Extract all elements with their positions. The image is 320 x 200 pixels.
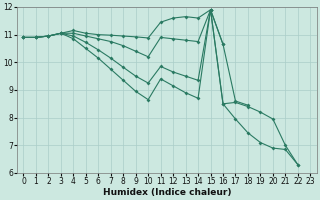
X-axis label: Humidex (Indice chaleur): Humidex (Indice chaleur) [103, 188, 231, 197]
